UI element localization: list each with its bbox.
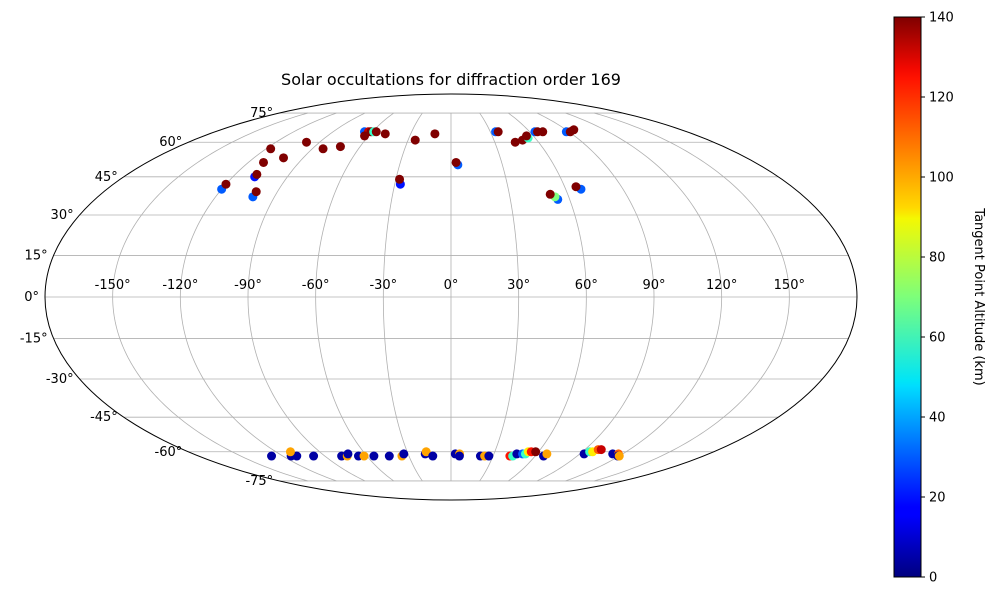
- colorbar-gradient: [893, 16, 922, 578]
- scatter-points: [217, 125, 624, 461]
- occultation-point: [484, 451, 494, 461]
- occultation-point: [510, 137, 520, 147]
- lon-tick-label: -60°: [302, 278, 330, 293]
- gridline-lon: [179, 112, 337, 482]
- lon-tick-label: -30°: [369, 278, 397, 293]
- colorbar-tick-label: 0: [929, 571, 937, 586]
- occultation-point: [335, 142, 345, 152]
- colorbar-label: Tangent Point Altitude (km): [971, 207, 986, 385]
- graticule: [45, 112, 857, 482]
- occultation-point: [430, 129, 440, 139]
- colorbar-tick-label: 60: [929, 331, 946, 346]
- occultation-point: [451, 157, 461, 167]
- occultation-point: [571, 182, 581, 192]
- occultation-point: [318, 144, 328, 154]
- gridline-lon: [565, 112, 723, 482]
- occultation-point: [292, 451, 302, 461]
- axis-tick-labels: -150° -120° -90° -60° -30° 0° 30° 60° 90° 120° 150…: [20, 106, 805, 489]
- lon-tick-label: 90°: [642, 278, 665, 293]
- lon-tick-label: -120°: [162, 278, 198, 293]
- colorbar-ticks: 0 20 40 60 80 100 120 140: [921, 11, 954, 586]
- occultation-point: [259, 157, 269, 167]
- map-boundary: [44, 93, 858, 501]
- occultation-point: [360, 131, 370, 141]
- gridline-lon: [536, 112, 655, 482]
- occultation-point: [266, 144, 276, 154]
- occultation-point: [410, 135, 420, 145]
- occultation-point: [267, 451, 277, 461]
- colorbar-tick-label: 20: [929, 491, 946, 506]
- occultation-point: [421, 447, 431, 457]
- lat-tick-label: 60°: [159, 135, 182, 150]
- gridline-lon: [382, 112, 423, 482]
- occultation-point: [493, 127, 503, 137]
- lat-tick-label: -75°: [245, 474, 273, 489]
- occultation-point: [301, 137, 311, 147]
- occultation-point: [309, 451, 319, 461]
- colorbar: 0 20 40 60 80 100 120 140 Tangent Point Altitud…: [893, 11, 986, 586]
- occultation-point: [569, 125, 579, 135]
- occultation-point: [252, 169, 262, 179]
- lat-tick-label: 45°: [95, 170, 118, 185]
- occultation-point: [542, 449, 552, 459]
- lat-tick-label: -30°: [46, 372, 74, 387]
- occultation-point: [369, 451, 379, 461]
- lat-tick-label: 0°: [24, 290, 39, 305]
- gridline-lon: [247, 112, 366, 482]
- lat-tick-label: -15°: [20, 332, 48, 347]
- lon-tick-label: 120°: [706, 278, 737, 293]
- occultation-point: [285, 447, 295, 457]
- gridline-lon: [479, 112, 520, 482]
- lat-tick-label: 15°: [25, 248, 48, 263]
- occultation-point: [221, 179, 231, 189]
- gridline-lon: [508, 112, 587, 482]
- lon-tick-label: 30°: [507, 278, 530, 293]
- lon-tick-label: -90°: [234, 278, 262, 293]
- lat-tick-label: -45°: [90, 410, 118, 425]
- colorbar-tick-label: 120: [929, 91, 954, 106]
- occultation-point: [279, 153, 289, 163]
- lat-tick-label: -60°: [155, 445, 183, 460]
- occultation-point: [531, 447, 541, 457]
- gridline-lon: [315, 112, 394, 482]
- occultation-point: [454, 451, 464, 461]
- occultation-point: [359, 451, 369, 461]
- lat-tick-label: 30°: [51, 208, 74, 223]
- lon-tick-label: -150°: [95, 278, 131, 293]
- occultation-point: [428, 451, 438, 461]
- occultation-point: [343, 449, 353, 459]
- colorbar-tick-label: 80: [929, 251, 946, 266]
- colorbar-tick-label: 40: [929, 411, 946, 426]
- lon-tick-label: 60°: [575, 278, 598, 293]
- occultation-point: [384, 451, 394, 461]
- gridline-lon: [112, 112, 308, 482]
- occultation-point: [614, 451, 624, 461]
- occultation-point: [545, 189, 555, 199]
- occultation-point: [395, 174, 405, 184]
- colorbar-tick-label: 100: [929, 171, 954, 186]
- occultation-point: [380, 129, 390, 139]
- colorbar-tick-label: 140: [929, 11, 954, 26]
- occultation-point: [399, 449, 409, 459]
- lon-tick-label: 150°: [774, 278, 805, 293]
- lat-tick-label: 75°: [250, 106, 273, 121]
- occultation-point: [251, 187, 261, 197]
- occultation-point: [596, 445, 606, 455]
- occultation-point: [538, 127, 548, 137]
- occultation-point: [521, 131, 531, 141]
- lon-tick-label: 0°: [444, 278, 459, 293]
- chart-title: Solar occultations for diffraction order…: [281, 70, 621, 89]
- occultation-point: [371, 127, 381, 137]
- gridline-lon: [594, 112, 790, 482]
